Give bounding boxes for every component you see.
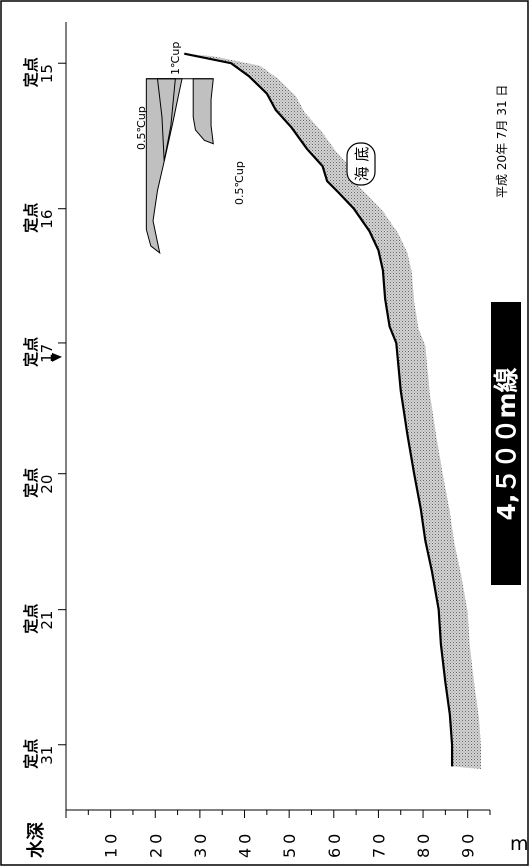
annotation-1c-up: 1℃up xyxy=(169,42,182,75)
depth-tick-label: 80 xyxy=(414,830,433,858)
seabed-label: 海 底 xyxy=(346,142,376,186)
title-block: 4,５００m線 xyxy=(491,302,521,585)
station-id: 17 xyxy=(38,344,56,363)
seabed-line xyxy=(184,52,454,767)
anomaly-region xyxy=(145,78,183,255)
station-id: 20 xyxy=(38,475,56,494)
station-prefix: 定点 xyxy=(22,604,40,634)
anomaly-region xyxy=(192,78,214,145)
depth-tick-label: 30 xyxy=(191,830,210,858)
depth-tick-label: 50 xyxy=(280,830,299,858)
depth-tick-label: 70 xyxy=(369,830,388,858)
station-prefix: 定点 xyxy=(22,739,40,769)
station-id: 31 xyxy=(38,746,56,765)
section-title: 4,５００m線 xyxy=(492,368,521,521)
depth-axis: 10 20 30 40 50 60 70 80 90 xyxy=(65,809,491,858)
station-prefix: 定点 xyxy=(22,203,40,233)
seabed-label-text: 海 底 xyxy=(353,147,371,182)
station-id: 16 xyxy=(38,210,56,229)
depth-unit: m xyxy=(510,833,529,855)
seabed-sediment-band xyxy=(184,53,482,770)
depth-tick-label: 90 xyxy=(459,830,478,858)
station-marker-icon xyxy=(52,352,62,362)
station-id: 21 xyxy=(38,611,56,630)
annotation-05c-up-upper: 0.5℃up xyxy=(135,106,148,150)
depth-tick-label: 10 xyxy=(102,830,121,858)
depth-axis-label: 水深 xyxy=(25,822,47,858)
anomaly-layer xyxy=(145,78,214,255)
survey-date: 平成 20年 7月 31 日 xyxy=(495,85,509,198)
annotation-05c-up-lower: 0.5℃up xyxy=(233,161,246,205)
depth-tick-label: 20 xyxy=(146,830,165,858)
station-prefix: 定点 xyxy=(22,337,40,367)
station-prefix: 定点 xyxy=(22,468,40,498)
seabed-layer xyxy=(184,52,482,770)
title-background xyxy=(491,302,521,585)
depth-tick-label: 60 xyxy=(325,830,344,858)
station-prefix: 定点 xyxy=(22,57,40,87)
depth-tick-label: 40 xyxy=(236,830,255,858)
station-id: 15 xyxy=(38,64,56,83)
